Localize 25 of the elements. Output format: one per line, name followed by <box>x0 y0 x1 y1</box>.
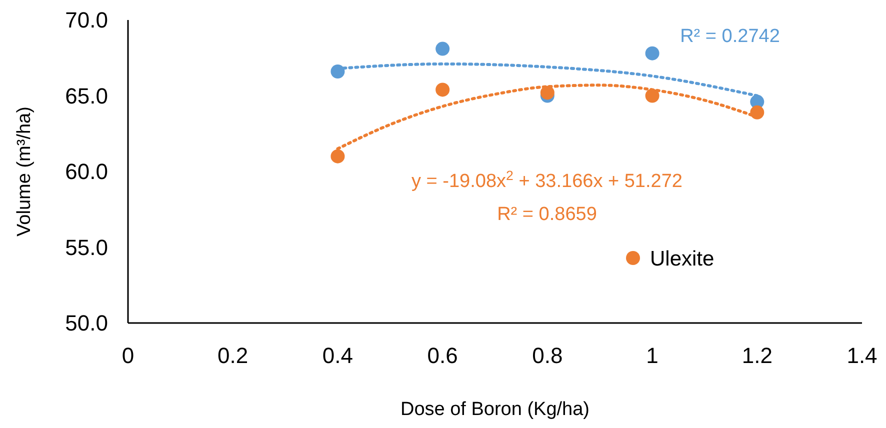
x-tick-label: 1.2 <box>742 343 772 368</box>
point <box>645 88 660 103</box>
y-tick-label: 55.0 <box>65 234 108 260</box>
x-tick-label: 0.6 <box>427 343 458 368</box>
x-tick-label: 1.4 <box>846 343 878 368</box>
y-tick-label: 60.0 <box>65 159 108 184</box>
point <box>330 149 345 164</box>
annotation: R² = 0.2742 <box>680 26 780 47</box>
y-tick-label: 70.0 <box>65 8 108 33</box>
legend-label: Ulexite <box>650 247 714 270</box>
annotation: y = -19.08x$^{2}$ + 33.166x + 51.272 <box>412 168 682 192</box>
point <box>540 86 554 100</box>
x-tick-label: 0.8 <box>532 343 563 368</box>
y-axis-title: Volume (m³/ha) <box>14 106 35 236</box>
x-axis-title: Dose of Boron (Kg/ha) <box>400 399 590 420</box>
point <box>645 46 660 60</box>
annotation: R² = 0.8659 <box>497 204 597 225</box>
x-tick-label: 1 <box>646 343 658 368</box>
x-tick-label: 0.4 <box>322 343 354 368</box>
point <box>436 82 450 97</box>
x-tick-label: 0 <box>122 343 134 368</box>
point <box>436 42 450 56</box>
x-tick-label: 0.2 <box>218 343 248 368</box>
y-tick-label: 50.0 <box>65 310 108 336</box>
y-tick-label: 65.0 <box>65 83 108 108</box>
